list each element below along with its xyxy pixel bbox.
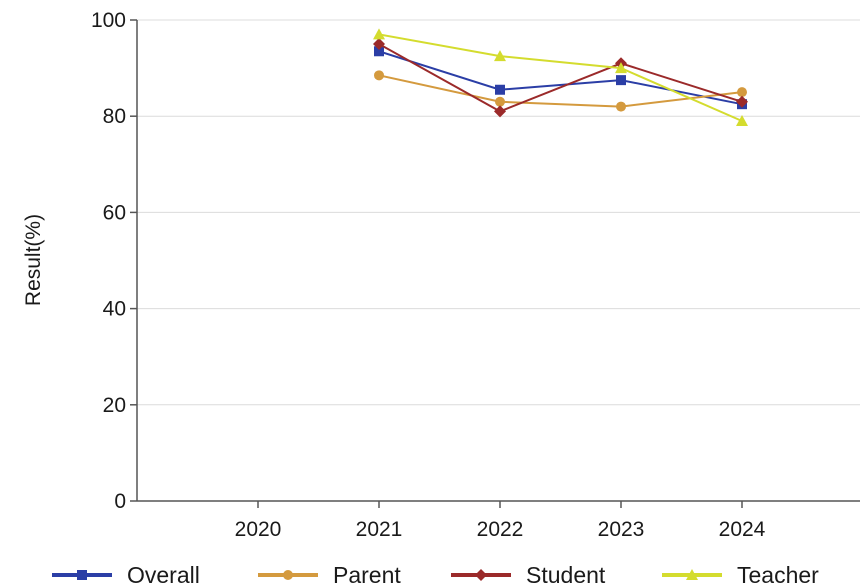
legend-label: Student [526, 562, 606, 587]
data-point-parent [495, 96, 505, 107]
legend-label: Teacher [737, 562, 819, 587]
legend-item-student: Student [451, 562, 606, 587]
y-tick-label: 100 [91, 9, 126, 32]
data-point-parent [616, 101, 626, 112]
y-tick-label: 80 [103, 105, 126, 128]
x-tick-label: 2022 [477, 518, 524, 541]
data-point-student [373, 38, 385, 51]
series-parent [374, 70, 747, 112]
axes [130, 19, 860, 508]
data-point-student [736, 95, 748, 108]
series-line-teacher [378, 33, 743, 122]
x-tick-labels: 2020 2021 2022 2023 2024 [235, 518, 766, 541]
data-point-parent [374, 70, 384, 81]
x-tick-label: 2021 [356, 518, 403, 541]
data-point-teacher [494, 50, 506, 62]
legend-item-parent: Parent [258, 562, 401, 587]
series-line-parent [378, 74, 743, 108]
y-tick-label: 0 [114, 490, 126, 513]
data-point-teacher [615, 62, 627, 74]
series-teacher [373, 28, 748, 127]
data-point-overall [495, 84, 505, 95]
legend-marker [475, 569, 487, 581]
series-lines [373, 28, 748, 127]
legend-label: Overall [127, 562, 200, 587]
data-point-overall [616, 75, 626, 86]
legend-marker [686, 569, 698, 580]
legend-marker [283, 570, 293, 580]
series-line-overall [378, 50, 743, 106]
series-line-student [378, 43, 743, 113]
legend-item-overall: Overall [52, 562, 200, 587]
legend-label: Parent [333, 562, 401, 587]
x-tick-label: 2023 [598, 518, 645, 541]
series-student [373, 38, 748, 118]
x-tick-label: 2020 [235, 518, 282, 541]
y-tick-labels: 0 20 40 60 80 100 [91, 9, 126, 513]
y-tick-label: 20 [103, 394, 126, 417]
data-point-student [494, 105, 506, 118]
gridlines [137, 19, 860, 406]
data-point-teacher [373, 28, 385, 40]
y-tick-label: 40 [103, 298, 126, 321]
legend-marker [77, 570, 87, 580]
legend: Overall Parent Student Teacher [52, 562, 819, 587]
data-point-overall [374, 46, 384, 57]
y-axis-title: Result(%) [22, 214, 45, 306]
x-tick-label: 2024 [719, 518, 766, 541]
data-point-teacher [736, 115, 748, 127]
data-point-parent [737, 87, 747, 98]
legend-item-teacher: Teacher [662, 562, 819, 587]
y-tick-label: 60 [103, 201, 126, 224]
